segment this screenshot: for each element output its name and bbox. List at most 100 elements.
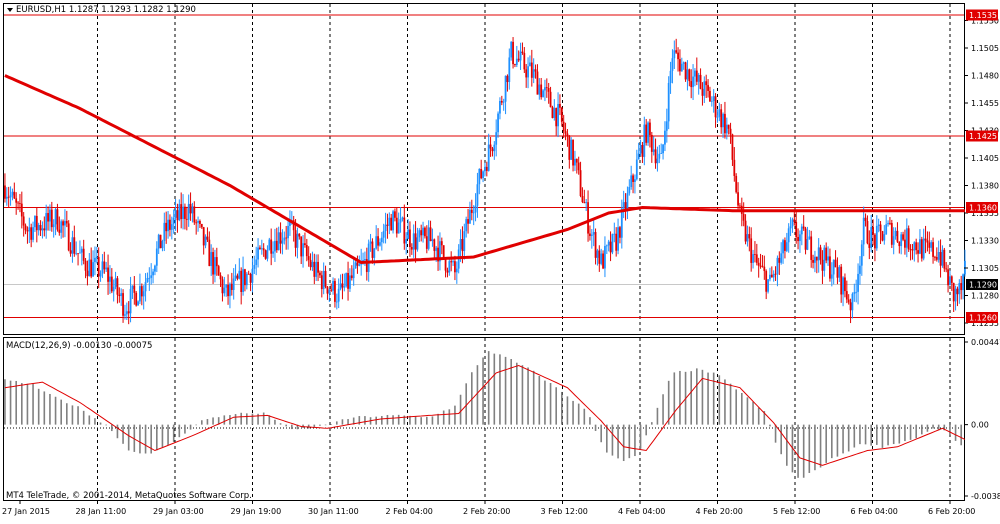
candle-body <box>234 275 237 279</box>
candle-body <box>377 236 379 246</box>
macd-bar <box>133 424 136 452</box>
candle-body <box>607 241 610 246</box>
candle-body <box>407 229 409 240</box>
macd-bar <box>246 413 248 425</box>
macd-bar <box>707 372 709 425</box>
candle-body <box>257 247 259 260</box>
candle-body <box>463 231 466 252</box>
macd-bar <box>414 416 417 425</box>
candle-body <box>502 101 505 103</box>
candle-body <box>79 252 81 254</box>
macd-tick-label: 0.00 <box>971 421 989 430</box>
candle-body <box>232 278 235 290</box>
candle-body <box>330 289 333 291</box>
candle-body <box>349 275 351 289</box>
candle-body <box>898 241 901 247</box>
candle-body <box>581 196 584 203</box>
candle-body <box>452 261 454 263</box>
candle-body <box>30 227 33 240</box>
copyright-text: MT4 TeleTrade, © 2001-2014, MetaQuotes S… <box>6 491 252 501</box>
candle-body <box>694 70 696 77</box>
macd-bar <box>566 396 569 425</box>
time-label: 5 Feb 12:00 <box>773 507 820 516</box>
macd-bar <box>487 351 490 425</box>
candle-body <box>778 257 781 263</box>
macd-bar <box>583 408 586 425</box>
candle-body <box>260 248 263 250</box>
candle-body <box>247 273 250 275</box>
candle-body <box>724 113 726 134</box>
candle-body <box>757 262 760 266</box>
candle-body <box>602 253 604 269</box>
candle-body <box>695 70 698 82</box>
candle-body <box>521 51 524 53</box>
macd-bar <box>285 424 287 427</box>
candle-body <box>504 75 507 102</box>
candle-body <box>125 311 128 315</box>
candle-body <box>617 227 619 251</box>
candle-body <box>825 247 828 261</box>
candle-body <box>324 270 327 287</box>
candle-body <box>866 221 869 244</box>
candle-body <box>632 175 634 182</box>
candle-body <box>320 275 323 290</box>
candle-body <box>99 273 102 277</box>
candle-body <box>529 62 531 67</box>
macd-bar <box>251 413 254 425</box>
macd-bar <box>532 370 535 425</box>
candle-body <box>862 217 865 245</box>
macd-bar <box>701 369 704 425</box>
candle-body <box>960 283 963 291</box>
candle-body <box>382 230 385 238</box>
candle-body <box>489 144 492 149</box>
candle-body <box>433 239 436 251</box>
candle-body <box>345 273 348 287</box>
candle-body <box>517 58 520 61</box>
candle-body <box>716 116 719 118</box>
macd-bar <box>904 424 906 442</box>
candle-body <box>643 124 646 157</box>
macd-bar <box>651 422 653 425</box>
time-label: 29 Jan 03:00 <box>153 507 204 516</box>
main-chart-header: EURUSD,H1 1.1287 1.1293 1.1282 1.1290 <box>16 5 196 15</box>
candle-body <box>92 262 94 277</box>
current-price-label: 1.1290 <box>969 281 997 290</box>
candle-body <box>536 71 539 95</box>
candle-body <box>129 288 132 314</box>
macd-bar <box>954 424 957 441</box>
candle-body <box>208 239 211 267</box>
chart-menu-triangle-icon[interactable] <box>7 8 13 12</box>
candle-body <box>748 234 751 239</box>
candle-body <box>283 237 286 241</box>
candle-body <box>277 232 280 251</box>
candle-body <box>596 250 599 258</box>
candle-body <box>469 209 471 224</box>
candle-body <box>855 291 858 293</box>
candle-body <box>590 234 593 236</box>
candle-body <box>266 249 269 259</box>
candle-body <box>928 242 931 248</box>
macd-bar <box>611 424 614 456</box>
macd-bar <box>746 397 749 425</box>
candle-body <box>410 247 413 250</box>
candle-body <box>120 293 123 297</box>
candle-body <box>285 237 288 239</box>
candle-body <box>437 247 439 262</box>
candle-body <box>945 268 948 270</box>
candle-body <box>574 158 576 166</box>
candle-body <box>525 69 528 78</box>
candle-body <box>752 254 754 263</box>
time-label: 6 Feb 20:00 <box>928 507 975 516</box>
candle-body <box>917 250 919 254</box>
macd-bar <box>392 415 394 425</box>
candle-body <box>37 224 40 231</box>
candle-body <box>88 259 91 277</box>
macd-bar <box>465 383 467 425</box>
candle-body <box>817 247 820 261</box>
macd-bar <box>189 424 192 430</box>
candle-body <box>217 266 220 276</box>
macd-bar <box>127 424 130 451</box>
macd-bar <box>516 362 518 425</box>
